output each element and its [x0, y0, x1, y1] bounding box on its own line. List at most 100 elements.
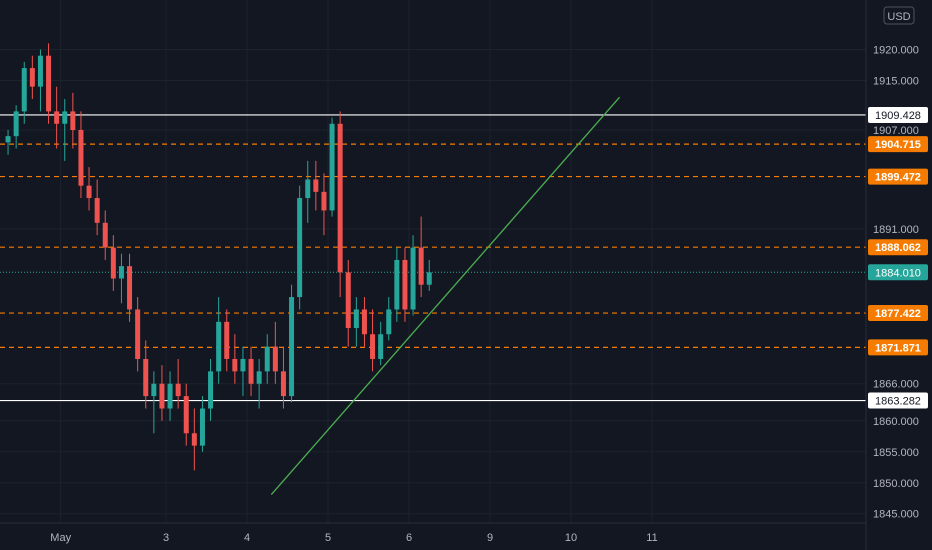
candle-body-44: [361, 309, 367, 335]
candle-body-51: [418, 247, 424, 285]
candle-body-26: [216, 321, 222, 372]
candle-body-17: [143, 358, 149, 397]
price-tag-0: 1909.428: [875, 110, 921, 122]
candle-body-47: [386, 309, 392, 335]
candle-body-3: [29, 68, 35, 87]
candle-body-22: [183, 396, 189, 434]
x-tick-label-7: 11: [646, 532, 657, 544]
price-tag-bg-2: [868, 168, 928, 185]
candle-body-52: [426, 272, 432, 285]
price-tag-6: 1863.282: [875, 396, 921, 408]
y-tick-label-7: 1850.000: [873, 478, 919, 490]
price-tag-bg-5: [868, 339, 928, 356]
candle-body-38: [313, 179, 319, 192]
x-tick-label-1: 3: [163, 532, 169, 544]
axis-layer: [0, 0, 867, 550]
candle-body-35: [289, 297, 295, 397]
candle-body-9: [78, 129, 84, 186]
candle-body-30: [248, 358, 254, 384]
x-tick-label-3: 5: [325, 532, 331, 544]
y-tick-label-1: 1915.000: [873, 75, 919, 87]
candle-body-48: [394, 259, 400, 310]
x-tick-label-0: May: [50, 532, 71, 544]
candle-body-10: [86, 185, 92, 199]
candle-body-1: [13, 111, 19, 137]
candle-body-6: [54, 111, 60, 124]
candle-body-31: [256, 371, 262, 384]
candle-body-50: [410, 247, 416, 310]
candle-body-23: [191, 433, 197, 446]
candle-body-29: [240, 358, 246, 372]
trend-layer: [270, 96, 621, 495]
candle-body-45: [370, 334, 376, 359]
candle-body-28: [232, 358, 238, 372]
x-tick-label-2: 4: [244, 532, 250, 544]
candle-body-4: [37, 55, 43, 87]
candle-body-24: [199, 408, 205, 446]
price-tag-2: 1899.472: [875, 172, 921, 184]
x-tick-label-6: 10: [565, 532, 577, 544]
level-layer: [0, 114, 866, 402]
y-tick-label-8: 1845.000: [873, 509, 919, 521]
candle-body-46: [378, 334, 384, 359]
price-tag-3: 1888.062: [875, 242, 921, 254]
currency-badge-label: USD: [887, 11, 910, 23]
y-tick-label-6: 1855.000: [873, 447, 919, 459]
candle-body-14: [118, 266, 124, 279]
price-tag-bg-1: [868, 136, 928, 153]
candle-body-39: [321, 191, 327, 211]
trend-line: [270, 96, 621, 495]
candle-body-49: [402, 259, 408, 310]
candle-body-43: [353, 309, 359, 329]
candle-body-41: [337, 123, 343, 273]
currency-badge[interactable]: USD: [883, 6, 915, 25]
candle-body-21: [175, 383, 181, 397]
price-tag-bg-3: [868, 239, 928, 256]
last-price-tag: 1884.010: [875, 267, 921, 279]
candle-body-2: [21, 68, 27, 112]
price-tag-5: 1871.871: [875, 342, 921, 354]
candle-body-19: [159, 383, 165, 409]
y-tick-label-0: 1920.000: [873, 45, 919, 57]
candle-body-32: [264, 346, 270, 372]
candle-body-42: [345, 272, 351, 329]
candle-body-36: [297, 198, 303, 298]
candle-body-18: [151, 383, 157, 397]
price-tag-bg-6: [868, 392, 928, 409]
candle-body-34: [280, 371, 286, 397]
candle-body-16: [135, 309, 141, 359]
grid-layer: [0, 0, 866, 523]
candle-body-27: [224, 321, 230, 359]
price-tag-bg-4: [868, 305, 928, 322]
y-tick-layer: 1920.000 1915.000 1907.000 1891.000 1866.000…: [873, 45, 919, 521]
price-tag-layer: 1909.428 1904.715 1899.472 1888.062 1877.422…: [868, 106, 928, 409]
candle-body-7: [62, 111, 68, 124]
y-tick-label-2: 1907.000: [873, 125, 919, 137]
candle-body-37: [305, 179, 311, 199]
candle-layer: [5, 43, 432, 471]
candle-body-33: [272, 346, 278, 372]
price-tag-bg-0: [868, 106, 928, 123]
price-tag-1: 1904.715: [875, 139, 921, 151]
x-tick-label-5: 9: [487, 532, 493, 544]
candle-body-11: [94, 198, 100, 223]
candle-body-13: [110, 247, 116, 279]
candle-body-25: [208, 371, 214, 409]
y-tick-label-3: 1891.000: [873, 224, 919, 236]
candle-body-40: [329, 123, 335, 211]
last-price-tag-bg: [868, 264, 928, 281]
candle-body-15: [127, 266, 133, 310]
candle-body-12: [102, 222, 108, 248]
candle-body-8: [70, 111, 76, 130]
y-tick-label-5: 1860.000: [873, 416, 919, 428]
y-tick-label-4: 1866.000: [873, 379, 919, 391]
price-tag-4: 1877.422: [875, 308, 921, 320]
x-tick-layer: May 3 4 5 6 9 10 11: [50, 532, 657, 544]
candle-body-0: [5, 136, 11, 143]
candle-body-5: [46, 55, 52, 112]
candle-body-20: [167, 383, 173, 409]
x-tick-label-4: 6: [406, 532, 412, 544]
